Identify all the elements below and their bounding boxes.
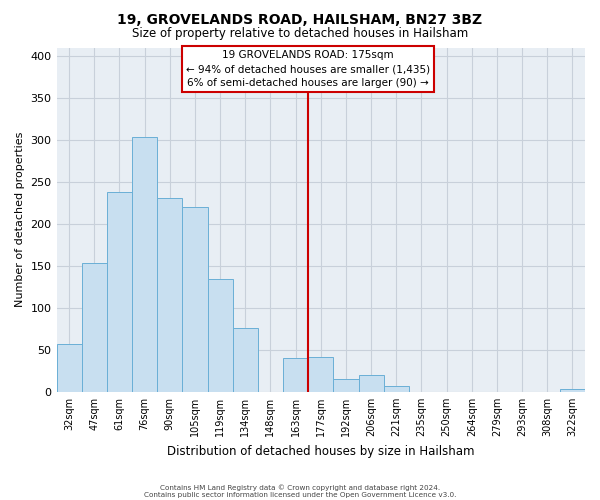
Text: Contains public sector information licensed under the Open Government Licence v3: Contains public sector information licen… — [144, 492, 456, 498]
Text: 19, GROVELANDS ROAD, HAILSHAM, BN27 3BZ: 19, GROVELANDS ROAD, HAILSHAM, BN27 3BZ — [118, 12, 482, 26]
Bar — [157, 198, 182, 392]
X-axis label: Distribution of detached houses by size in Hailsham: Distribution of detached houses by size … — [167, 444, 475, 458]
Bar — [132, 138, 157, 392]
Bar — [283, 358, 308, 392]
Bar — [560, 390, 585, 392]
Bar — [308, 356, 334, 392]
Bar — [107, 192, 132, 392]
Text: Size of property relative to detached houses in Hailsham: Size of property relative to detached ho… — [132, 28, 468, 40]
Bar — [334, 380, 359, 392]
Y-axis label: Number of detached properties: Number of detached properties — [15, 132, 25, 308]
Bar — [182, 207, 208, 392]
Bar — [383, 386, 409, 392]
Bar — [208, 278, 233, 392]
Text: 19 GROVELANDS ROAD: 175sqm
← 94% of detached houses are smaller (1,435)
6% of se: 19 GROVELANDS ROAD: 175sqm ← 94% of deta… — [186, 50, 430, 88]
Bar — [56, 344, 82, 392]
Bar — [233, 328, 258, 392]
Text: Contains HM Land Registry data © Crown copyright and database right 2024.: Contains HM Land Registry data © Crown c… — [160, 484, 440, 491]
Bar — [82, 262, 107, 392]
Bar — [359, 375, 383, 392]
